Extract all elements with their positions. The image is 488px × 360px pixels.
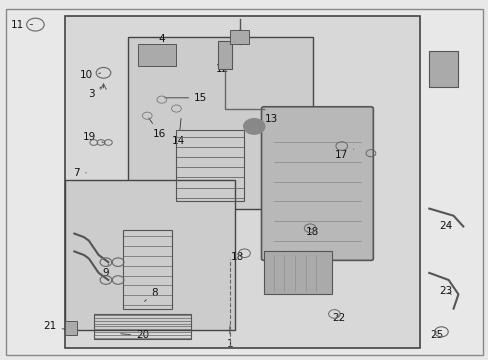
Text: 6: 6 (305, 264, 325, 274)
Bar (264, 251, 331, 294)
Text: 5: 5 (236, 30, 243, 40)
Text: 15: 15 (164, 93, 207, 103)
Text: 3: 3 (88, 87, 101, 99)
FancyBboxPatch shape (261, 107, 372, 260)
Text: 25: 25 (429, 330, 442, 341)
Bar (137, 44, 176, 66)
Text: 7: 7 (73, 168, 86, 178)
Bar (229, 30, 249, 44)
Text: 18: 18 (305, 227, 319, 237)
Bar (64, 16, 419, 348)
Text: 8: 8 (144, 288, 158, 301)
Text: 16: 16 (148, 118, 166, 139)
Bar (217, 41, 232, 69)
Bar (428, 51, 458, 87)
Text: 11: 11 (11, 19, 33, 30)
Text: 19: 19 (83, 132, 103, 143)
Bar (127, 37, 312, 208)
Text: 1: 1 (226, 326, 233, 349)
Text: 23: 23 (439, 286, 452, 296)
Text: 18: 18 (230, 252, 244, 262)
Text: 22: 22 (332, 312, 345, 323)
Text: 24: 24 (439, 221, 452, 231)
Circle shape (243, 118, 264, 134)
Text: 10: 10 (80, 69, 101, 80)
Text: 21: 21 (43, 321, 66, 332)
Text: 13: 13 (256, 114, 277, 124)
Text: 9: 9 (102, 264, 109, 278)
Text: 14: 14 (172, 118, 185, 146)
Text: 4: 4 (152, 34, 165, 46)
Bar (176, 130, 244, 202)
Text: 17: 17 (334, 149, 353, 160)
Bar (94, 314, 191, 339)
Text: 12: 12 (216, 64, 229, 74)
Text: 2: 2 (435, 54, 446, 71)
Bar (122, 230, 171, 309)
Text: 20: 20 (121, 330, 149, 341)
Bar (64, 180, 234, 330)
Bar (64, 321, 77, 336)
